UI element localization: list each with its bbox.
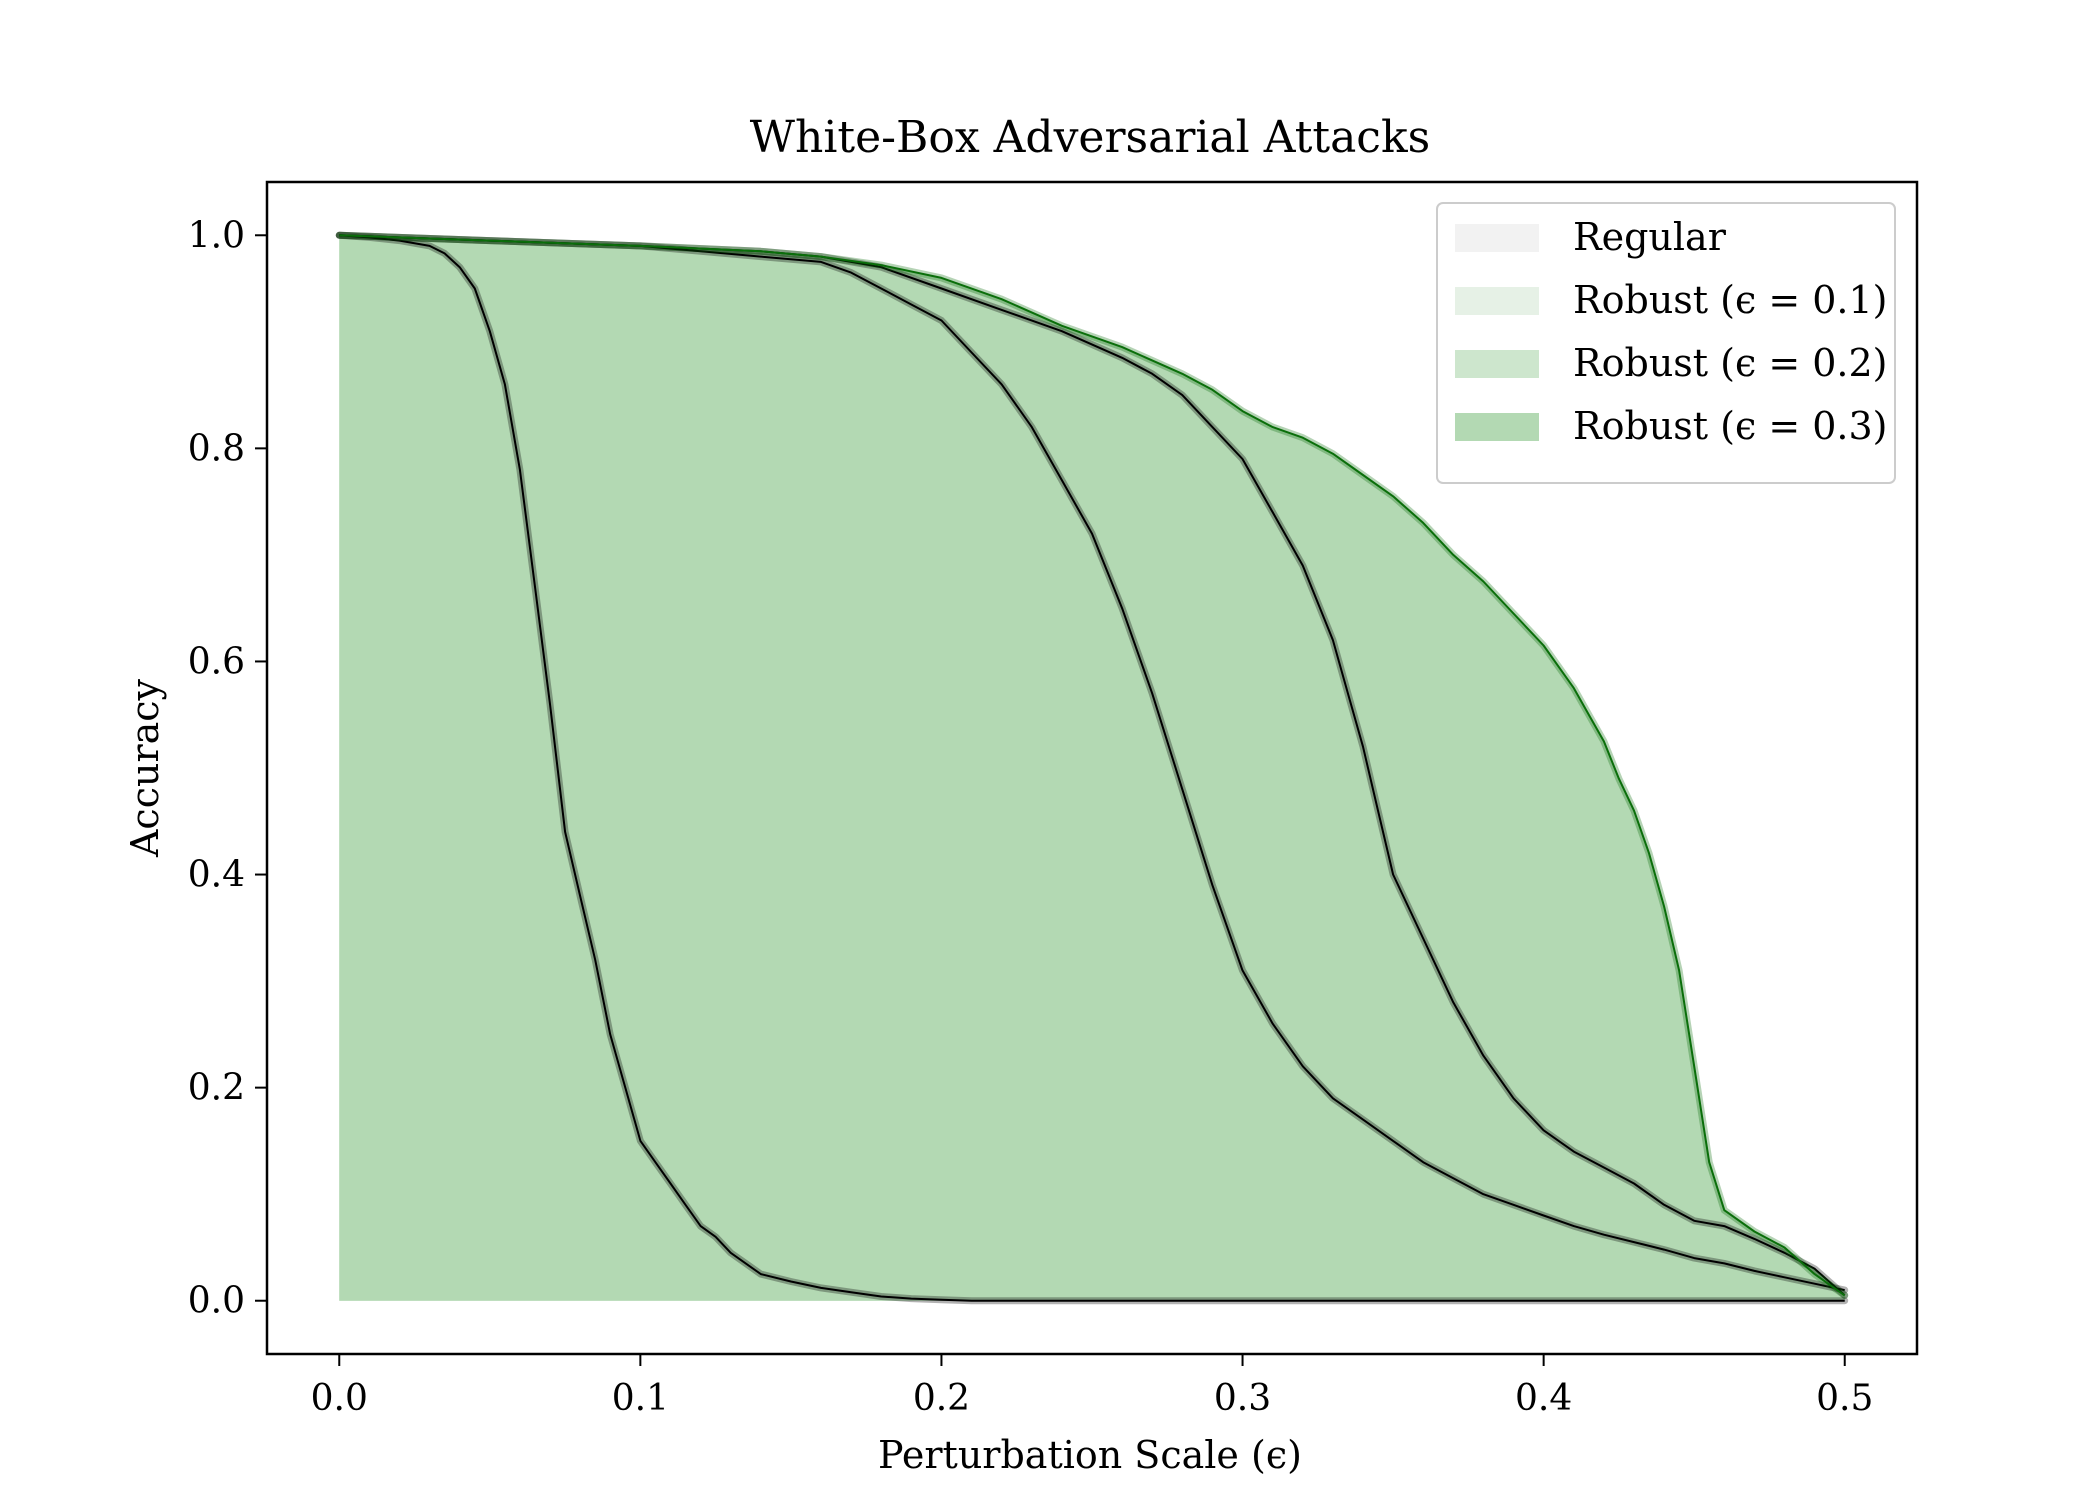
y-tick-label: 0.2 — [188, 1068, 245, 1109]
y-tick-label: 0.4 — [188, 855, 245, 896]
series-area-3 — [339, 235, 1845, 1301]
x-tick-label: 0.5 — [1816, 1378, 1873, 1419]
x-tick-label: 0.1 — [612, 1378, 669, 1419]
chart-title: White-Box Adversarial Attacks — [750, 112, 1430, 163]
legend: Regular Robust (ϵ = 0.1) Robust (ϵ = 0.2) R… — [1436, 202, 1896, 484]
y-tick-label: 0.6 — [188, 641, 245, 682]
legend-swatch — [1455, 413, 1539, 441]
legend-label: Robust (ϵ = 0.1) — [1573, 278, 1888, 322]
series-line-0 — [339, 234, 1845, 1302]
legend-swatch — [1455, 287, 1539, 315]
legend-frame — [1436, 202, 1896, 484]
x-tick-label: 0.3 — [1214, 1378, 1271, 1419]
x-axis: 0.0 0.1 0.2 0.3 0.4 0.5 — [311, 1354, 1873, 1419]
plot-area — [335, 231, 1849, 1305]
legend-swatch — [1455, 350, 1539, 378]
legend-label: Regular — [1573, 215, 1727, 259]
legend-label: Robust (ϵ = 0.3) — [1573, 404, 1888, 448]
series-line-1 — [339, 234, 1845, 1292]
y-axis-label: Accuracy — [123, 678, 167, 858]
y-axis: 0.0 0.2 0.4 0.6 0.8 1.0 — [188, 215, 267, 1322]
x-axis-label: Perturbation Scale (ϵ) — [878, 1433, 1302, 1477]
y-tick-label: 1.0 — [188, 215, 245, 256]
legend-swatch — [1455, 224, 1539, 252]
x-tick-label: 0.2 — [913, 1378, 970, 1419]
x-tick-label: 0.4 — [1515, 1378, 1572, 1419]
series-line-2 — [339, 234, 1846, 1297]
x-tick-label: 0.0 — [311, 1378, 368, 1419]
series-line-3 — [339, 234, 1846, 1297]
y-tick-label: 0.0 — [188, 1281, 245, 1322]
y-tick-label: 0.8 — [188, 428, 245, 469]
axes-frame — [265, 180, 1919, 1356]
legend-label: Robust (ϵ = 0.2) — [1573, 341, 1888, 385]
